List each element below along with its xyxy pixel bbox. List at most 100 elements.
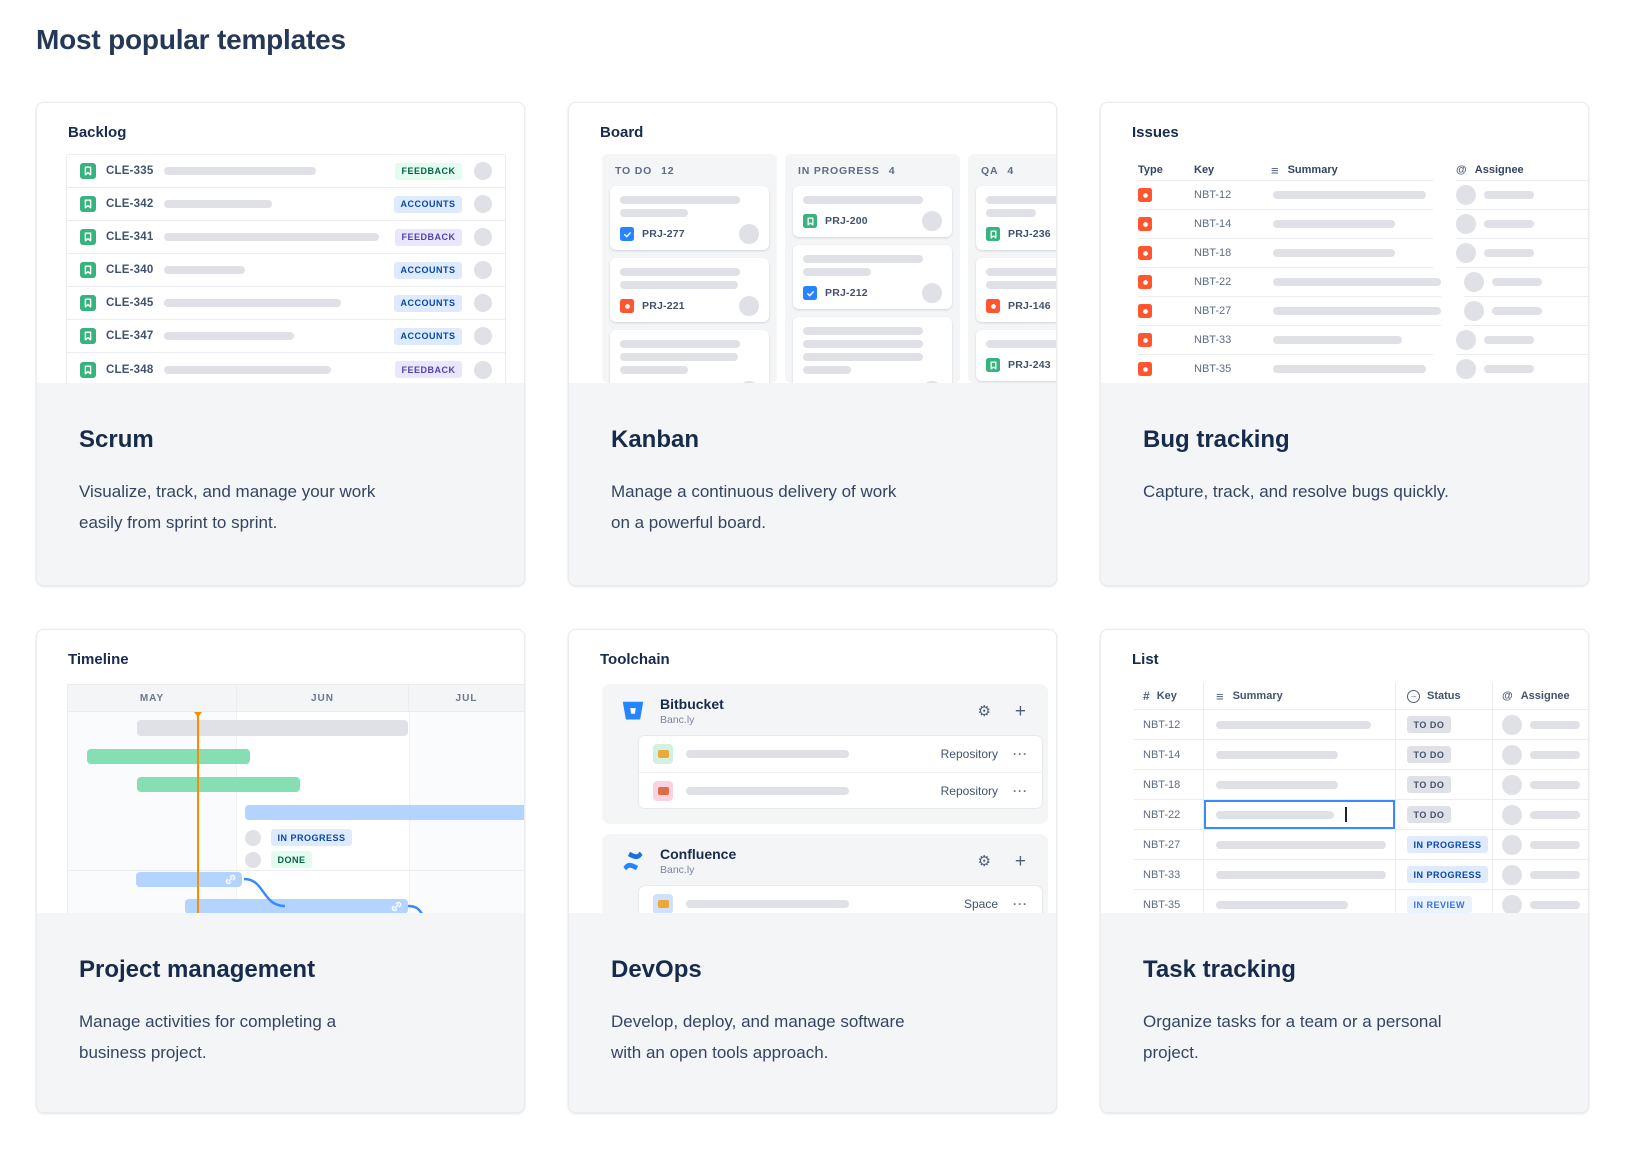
link-icon bbox=[224, 873, 237, 891]
gantt-bar-blue bbox=[185, 899, 408, 913]
issue-key: NBT-22 bbox=[1134, 800, 1204, 830]
avatar bbox=[1502, 864, 1522, 885]
templates-grid: Backlog CLE-335 FEEDBACK CLE-342 ACCOUNT… bbox=[36, 102, 1630, 1113]
tool-name: Bitbucket bbox=[660, 696, 724, 712]
kanban-info: Kanban Manage a continuous delivery of w… bbox=[569, 383, 1056, 585]
avatar bbox=[474, 327, 492, 345]
label-badge: FEEDBACK bbox=[394, 361, 462, 378]
col-header-summary: Summary bbox=[1232, 690, 1283, 702]
skeleton-bar bbox=[1216, 870, 1386, 879]
board-card: PRJ-277 bbox=[610, 186, 769, 250]
tool-item-row: Repository ··· bbox=[639, 736, 1042, 772]
avatar bbox=[1456, 243, 1477, 263]
backlog-row: CLE-348 FEEDBACK bbox=[67, 353, 505, 383]
issue-key: CLE-340 bbox=[106, 264, 154, 276]
skeleton-bar bbox=[1273, 365, 1426, 373]
template-card-bug-tracking[interactable]: Issues Type Key ≡ Summary @ bbox=[1100, 102, 1589, 586]
board-card: PRJ-236 bbox=[976, 186, 1056, 250]
avatar bbox=[1502, 894, 1522, 913]
skeleton-bar bbox=[164, 167, 316, 175]
timeline-months: MAY JUN JUL bbox=[67, 684, 524, 712]
column-count: 4 bbox=[1007, 165, 1014, 177]
status-arrow-icon: → bbox=[1407, 689, 1420, 703]
bug-icon bbox=[1138, 246, 1152, 260]
skeleton-bar bbox=[1216, 840, 1386, 849]
skeleton-bar bbox=[1273, 278, 1441, 286]
scrum-info: Scrum Visualize, track, and manage your … bbox=[37, 383, 524, 585]
skeleton-bar bbox=[1484, 220, 1535, 228]
issue-key: NBT-12 bbox=[1134, 710, 1204, 740]
plus-icon: + bbox=[1014, 850, 1026, 872]
col-header-type: Type bbox=[1138, 164, 1163, 176]
col-header-key: Key bbox=[1156, 690, 1177, 702]
card-footer: PRJ-212 bbox=[803, 283, 942, 303]
skeleton-bar bbox=[986, 281, 1056, 289]
issue-row: NBT-14 bbox=[1138, 210, 1588, 239]
skeleton-bar bbox=[164, 233, 379, 241]
issue-row: NBT-35 bbox=[1138, 355, 1588, 383]
avatar bbox=[739, 296, 759, 316]
label-badge: FEEDBACK bbox=[394, 228, 462, 246]
issue-key: PRJ-277 bbox=[642, 228, 685, 240]
skeleton-bar bbox=[803, 255, 923, 263]
skeleton-bar bbox=[1273, 249, 1395, 257]
issue-row: NBT-12 bbox=[1138, 181, 1588, 210]
month-label: JUL bbox=[455, 692, 478, 704]
skeleton-bar bbox=[986, 196, 1056, 204]
column-name: QA bbox=[981, 165, 999, 177]
backlog-row: CLE-341 FEEDBACK bbox=[67, 221, 505, 254]
template-card-task-tracking[interactable]: List # Key ≡ Summary → Status @ Assignee NBT… bbox=[1100, 629, 1589, 1113]
item-type-label: Repository bbox=[940, 747, 998, 761]
skeleton-bar bbox=[620, 353, 738, 361]
issue-key: NBT-18 bbox=[1134, 770, 1204, 800]
skeleton-bar bbox=[620, 268, 740, 276]
gantt-bar-gray bbox=[137, 720, 408, 736]
task-icon bbox=[803, 286, 817, 300]
avatar bbox=[1464, 272, 1484, 292]
toolchain-preview: Toolchain Bitbucket Banc.ly ⚙ + bbox=[569, 630, 1056, 913]
template-card-project-management[interactable]: Timeline MAY JUN JUL bbox=[36, 629, 525, 1113]
bitbucket-logo-icon bbox=[618, 696, 648, 726]
status-badge: TO DO bbox=[1407, 746, 1451, 763]
issues-header-row: Type Key ≡ Summary @ Assignee bbox=[1138, 160, 1588, 181]
template-title: DevOps bbox=[611, 956, 702, 983]
avatar bbox=[922, 381, 942, 383]
page-title: Most popular templates bbox=[36, 24, 346, 55]
backlog-row: CLE-335 FEEDBACK bbox=[67, 155, 505, 188]
template-card-devops[interactable]: Toolchain Bitbucket Banc.ly ⚙ + bbox=[568, 629, 1057, 1113]
board-card: PRJ-290 bbox=[610, 330, 769, 383]
issue-key: PRJ-200 bbox=[825, 215, 868, 227]
avatar bbox=[1464, 301, 1484, 321]
status-badge: TO DO bbox=[1407, 776, 1451, 793]
repository-avatar-icon bbox=[653, 780, 673, 801]
template-card-kanban[interactable]: Board TO DO 12 PRJ-277 bbox=[568, 102, 1057, 586]
skeleton-bar bbox=[803, 327, 923, 335]
preview-title: Issues bbox=[1132, 124, 1179, 141]
skeleton-bar bbox=[164, 200, 272, 208]
template-description: Develop, deploy, and manage software wit… bbox=[611, 1012, 905, 1062]
issue-key: CLE-348 bbox=[106, 363, 154, 376]
gantt-bar-green bbox=[87, 749, 250, 764]
month-label: MAY bbox=[68, 685, 237, 711]
issue-key: CLE-345 bbox=[106, 297, 154, 309]
list-row: NBT-22 TO DO bbox=[1134, 800, 1588, 830]
template-card-scrum[interactable]: Backlog CLE-335 FEEDBACK CLE-342 ACCOUNT… bbox=[36, 102, 525, 586]
col-header-summary: Summary bbox=[1287, 164, 1338, 176]
issue-key: NBT-33 bbox=[1194, 334, 1232, 346]
issue-row: NBT-33 bbox=[1138, 326, 1588, 355]
tool-subtitle: Banc.ly bbox=[660, 714, 695, 726]
skeleton-bar bbox=[1530, 870, 1580, 879]
summary-cell-editing[interactable] bbox=[1204, 800, 1396, 830]
status-badge: IN PROGRESS bbox=[1407, 866, 1489, 883]
skeleton-bar bbox=[620, 366, 688, 374]
skeleton-bar bbox=[1484, 336, 1535, 344]
tool-subtitle: Banc.ly bbox=[660, 864, 695, 876]
backlog-row: CLE-347 ACCOUNTS bbox=[67, 320, 505, 353]
avatar bbox=[739, 224, 759, 244]
label-badge: ACCOUNTS bbox=[394, 195, 462, 213]
backlog-row: CLE-340 ACCOUNTS bbox=[67, 254, 505, 287]
assignee-at-icon: @ bbox=[1456, 164, 1467, 176]
board-column-qa: QA 4 PRJ-236 bbox=[968, 154, 1056, 383]
preview-title: Board bbox=[600, 124, 644, 141]
skeleton-bar bbox=[164, 266, 245, 274]
